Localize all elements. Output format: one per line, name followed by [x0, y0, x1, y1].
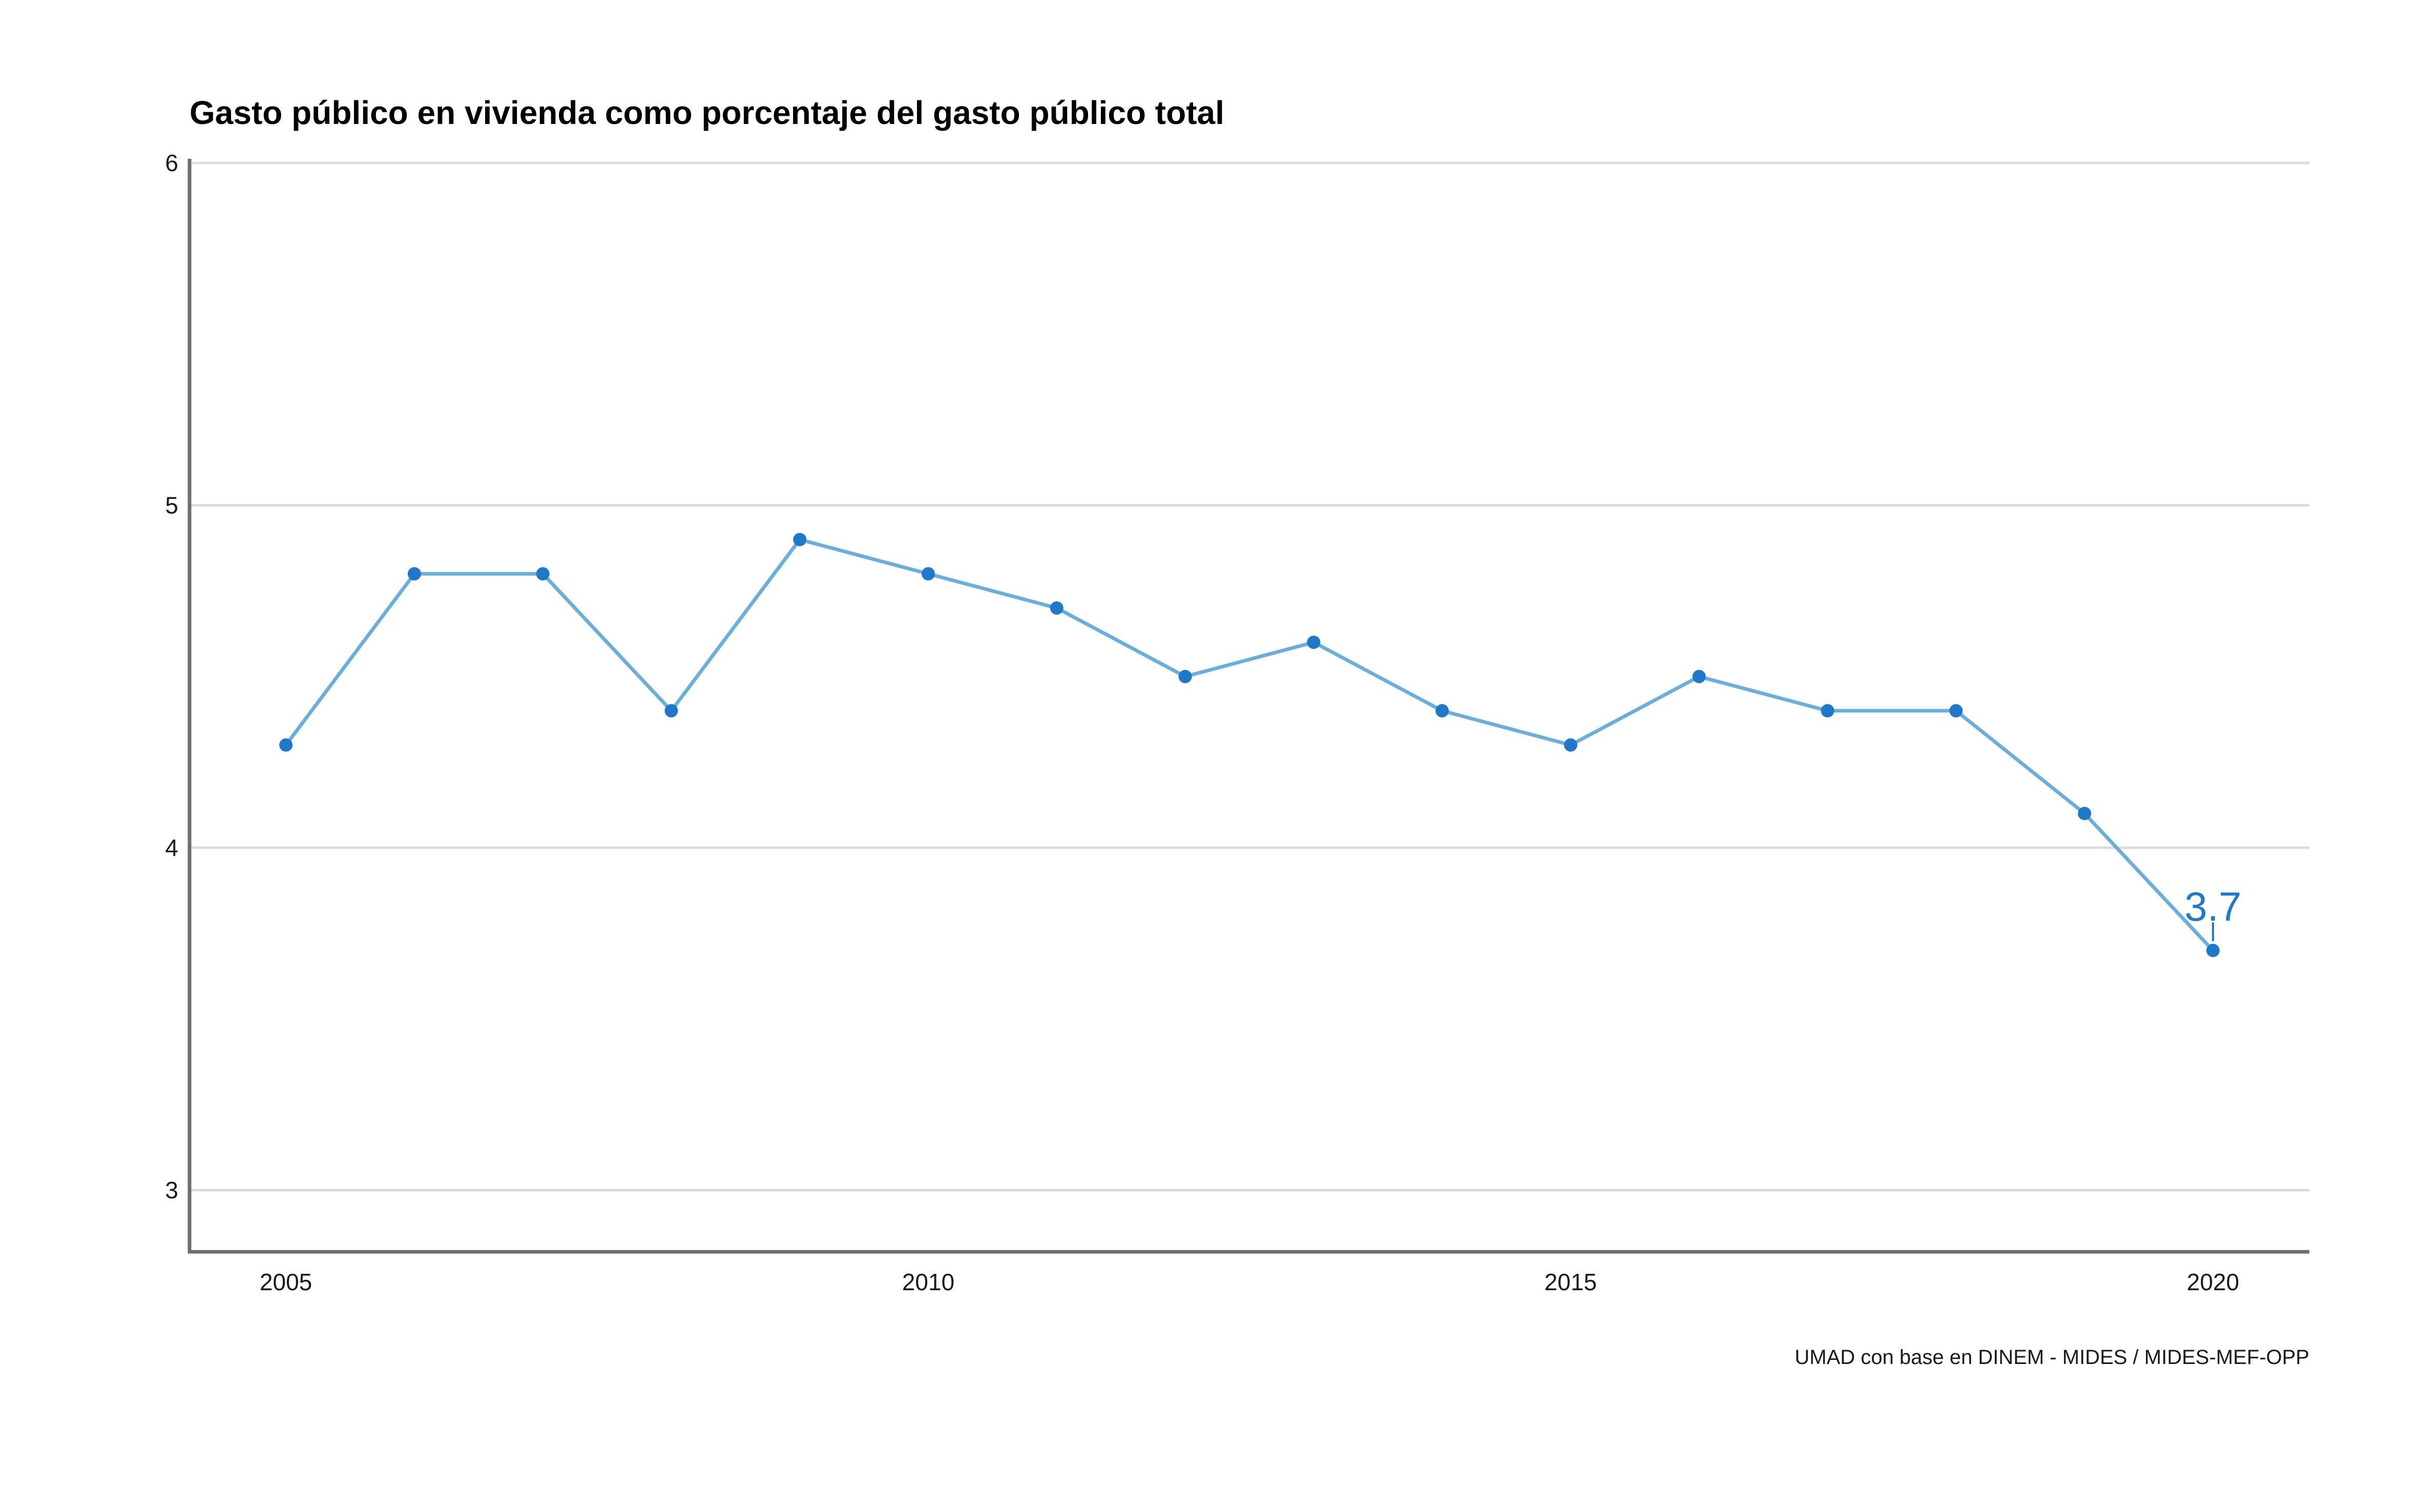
x-tick-labels: 2005 2010 2015 2020: [260, 1269, 2239, 1295]
data-point: [1563, 738, 1577, 752]
y-tick-label: 4: [165, 834, 178, 861]
data-point: [922, 567, 935, 581]
x-tick-label: 2015: [1545, 1269, 1597, 1295]
y-tick-label: 5: [165, 492, 178, 519]
annotations: 3.7: [2184, 884, 2242, 941]
series: [279, 533, 2220, 957]
data-point: [1821, 704, 1834, 718]
data-point: [1692, 669, 1706, 683]
data-point: [1435, 704, 1449, 718]
axes: [187, 159, 2309, 1254]
data-point: [664, 704, 678, 718]
data-point: [536, 567, 550, 581]
chart-caption: UMAD con base en DINEM - MIDES / MIDES-M…: [1795, 1346, 2309, 1369]
grid: [190, 161, 2309, 1192]
x-tick-label: 2005: [260, 1269, 312, 1295]
series-line: [284, 537, 2215, 953]
data-point: [2078, 807, 2092, 821]
chart-title: Gasto público en vivienda como porcentaj…: [190, 94, 1224, 131]
data-point: [407, 567, 421, 581]
data-label: 3.7: [2184, 884, 2241, 930]
data-point: [793, 533, 807, 547]
y-tick-label: 3: [165, 1177, 178, 1204]
y-tick-label: 6: [165, 150, 178, 176]
data-point: [1949, 704, 1963, 718]
x-tick-label: 2010: [902, 1269, 954, 1295]
y-tick-labels: 3 4 5 6: [165, 150, 178, 1204]
data-point: [1307, 635, 1321, 649]
data-point: [279, 738, 293, 752]
x-tick-label: 2020: [2187, 1269, 2239, 1295]
data-point: [2206, 943, 2220, 957]
data-point: [1050, 601, 1063, 615]
data-point: [1178, 669, 1192, 683]
